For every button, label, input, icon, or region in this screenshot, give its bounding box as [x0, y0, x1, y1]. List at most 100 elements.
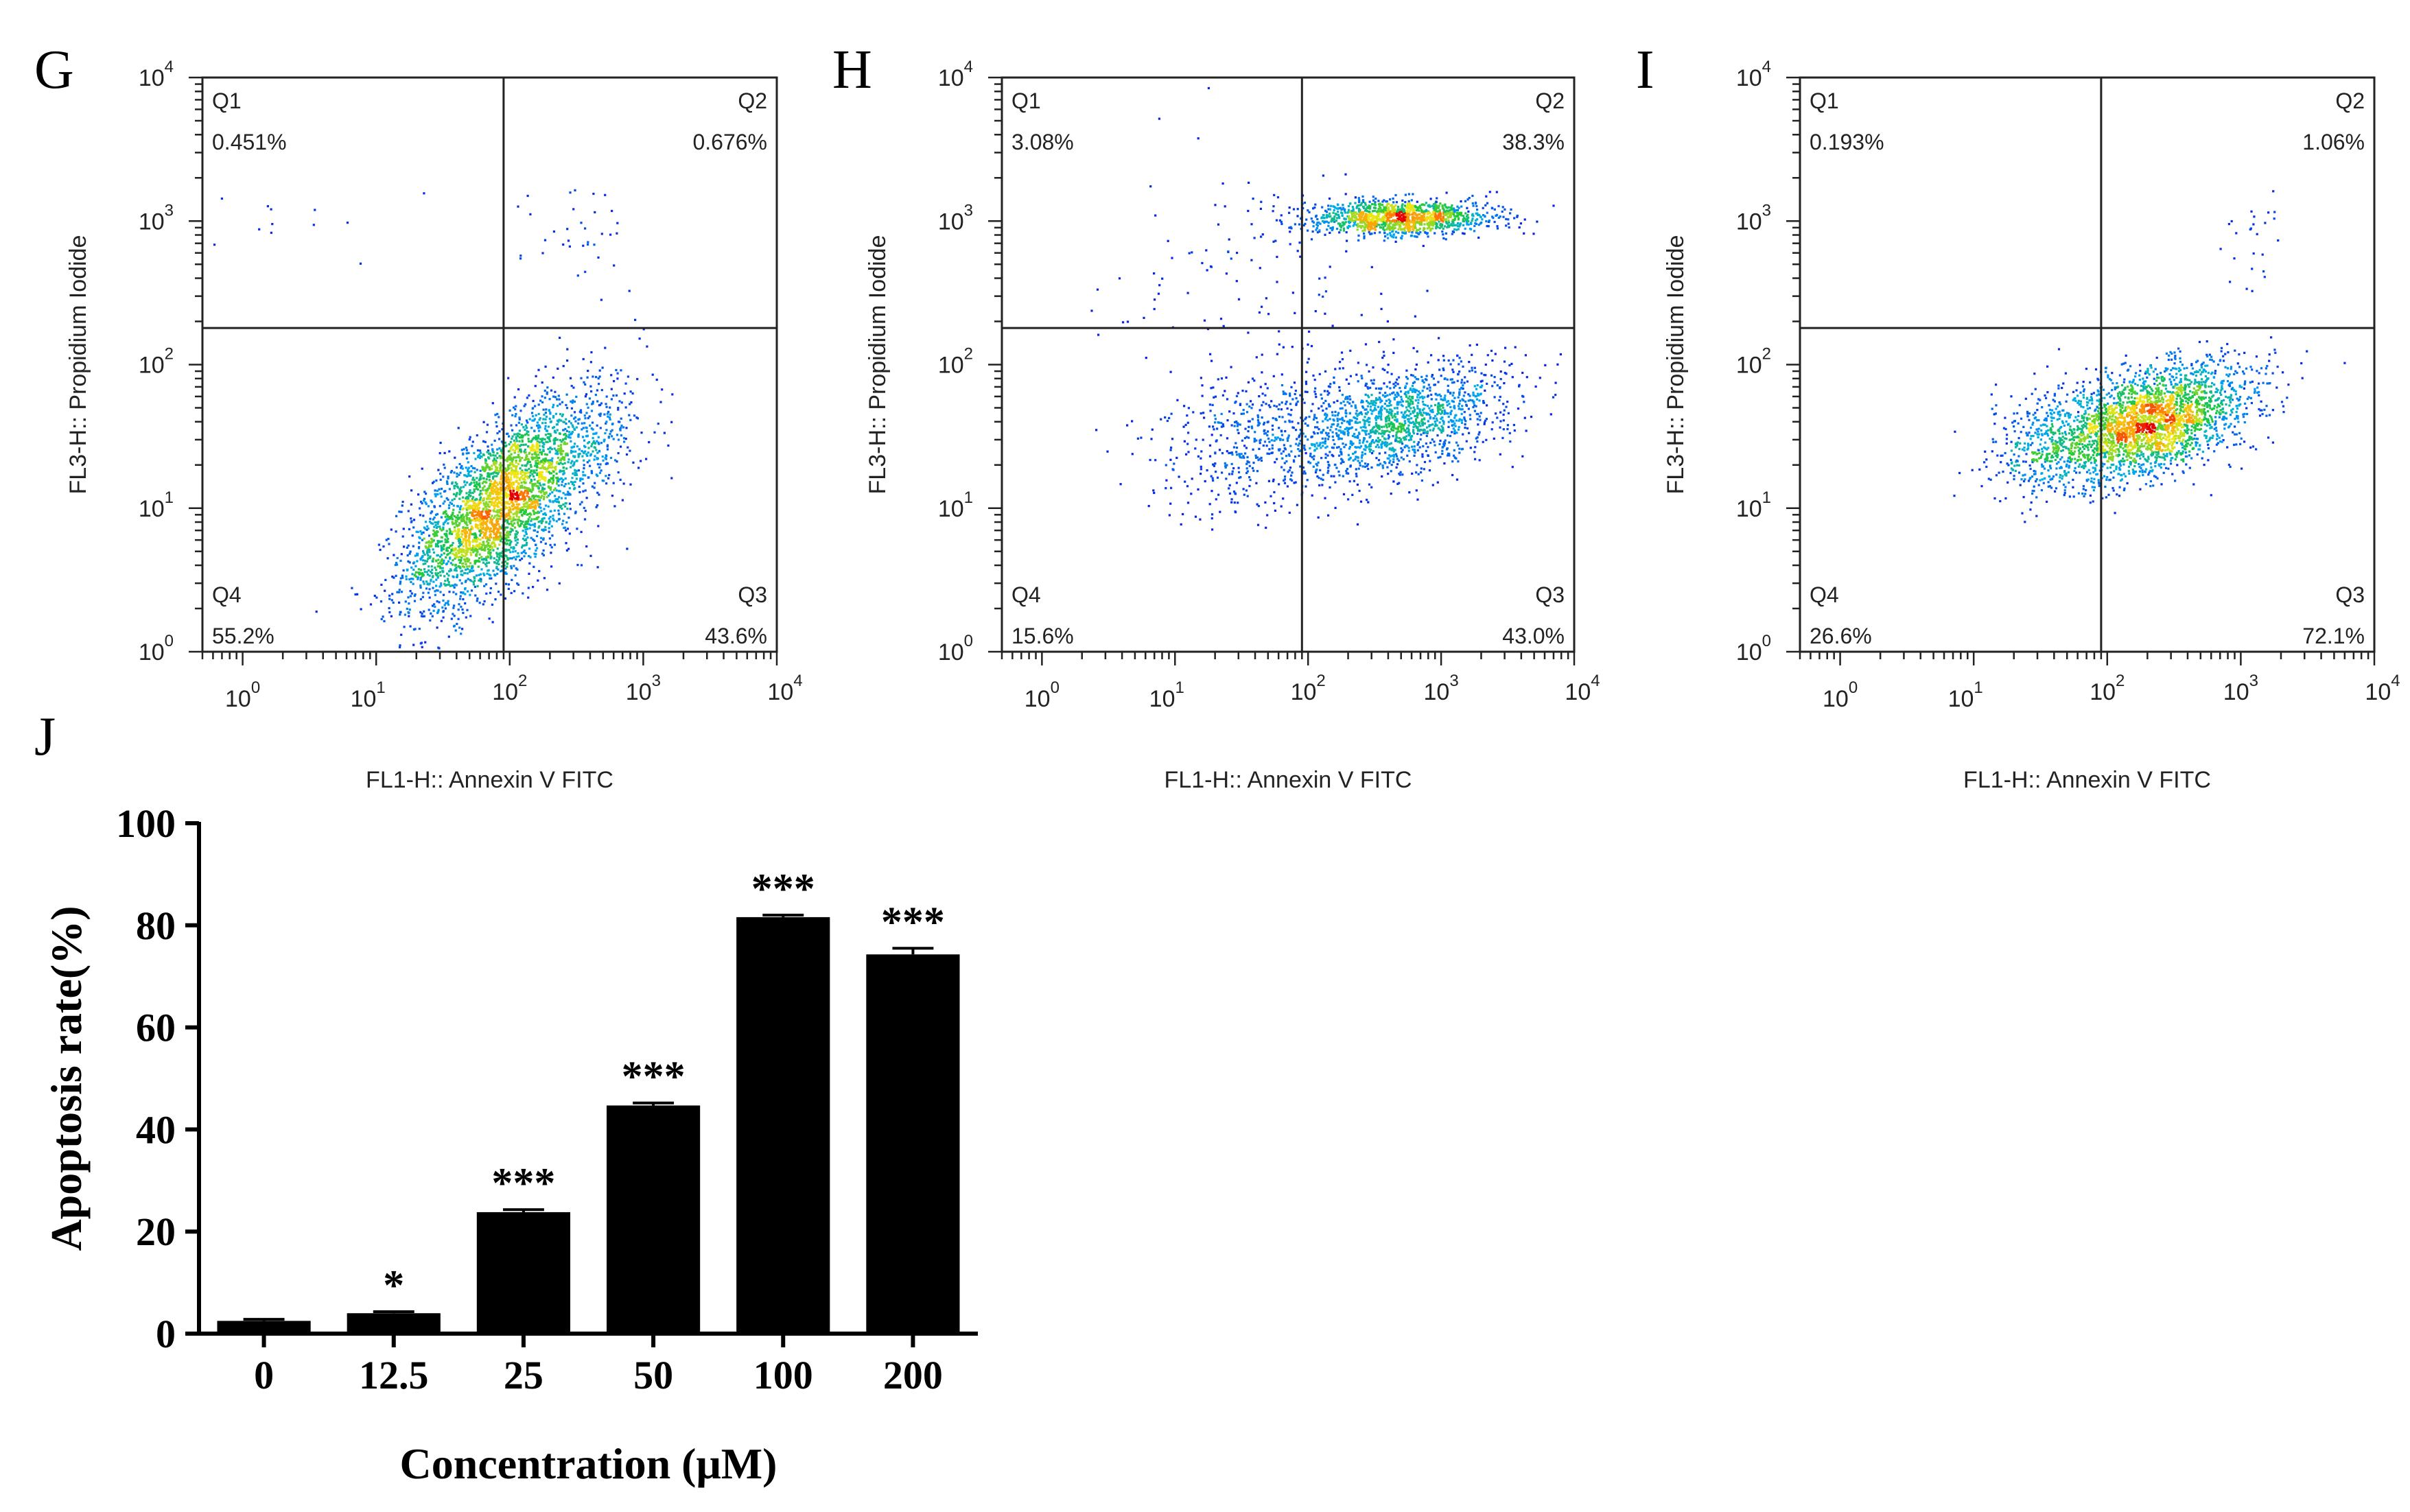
event-dot [422, 559, 425, 562]
event-dot [428, 583, 430, 586]
event-dot [599, 414, 602, 417]
event-dot [509, 482, 512, 485]
event-dot [392, 601, 395, 604]
event-dot [548, 530, 550, 533]
event-dot [534, 471, 537, 474]
event-dot [384, 589, 386, 592]
event-dot [417, 568, 420, 571]
event-dot [533, 453, 536, 456]
event-dot [399, 611, 401, 613]
event-dot [498, 416, 500, 418]
event-dot [499, 495, 502, 498]
event-dot [431, 522, 434, 525]
event-dot [469, 522, 472, 525]
event-dot [515, 543, 517, 546]
event-dot [1392, 207, 1394, 211]
event-dot [408, 475, 411, 478]
event-dot [506, 476, 509, 479]
event-dot [456, 472, 458, 475]
event-dot [538, 490, 541, 493]
event-dot [492, 569, 495, 572]
event-dot [416, 560, 419, 563]
event-dot [428, 609, 430, 611]
event-dot [478, 493, 481, 496]
event-dot [1333, 218, 1335, 221]
event-dot [425, 587, 428, 590]
event-dot [1372, 227, 1374, 230]
event-dot [496, 529, 499, 532]
event-dot [554, 499, 557, 502]
event-dot [554, 469, 557, 471]
event-dot [463, 448, 465, 451]
event-dot [1383, 239, 1385, 242]
event-dot [428, 534, 431, 537]
event-dot [1353, 213, 1356, 217]
event-dot [521, 515, 524, 517]
event-dot [460, 570, 463, 573]
event-dot [539, 466, 541, 469]
event-dot [555, 423, 558, 426]
event-dot [435, 578, 438, 581]
event-dot [461, 608, 464, 611]
event-dot [473, 549, 476, 552]
event-dot [427, 527, 430, 530]
event-dot [444, 607, 447, 610]
event-dot [511, 471, 515, 473]
event-dot [571, 424, 574, 427]
event-dot [485, 489, 488, 492]
event-dot [1396, 212, 1399, 215]
event-dot [440, 584, 443, 587]
event-dot [412, 582, 414, 585]
event-dot [526, 541, 528, 544]
event-dot [440, 563, 443, 565]
event-dot [563, 442, 566, 445]
event-dot [487, 569, 489, 572]
event-dot [528, 572, 530, 575]
event-dot [559, 469, 562, 472]
event-dot [506, 530, 509, 533]
event-dot [475, 508, 478, 510]
event-dot [441, 606, 444, 609]
event-dot [490, 542, 493, 545]
event-dot [438, 571, 442, 574]
event-dot [535, 446, 538, 449]
event-dot [416, 554, 419, 556]
event-dot [1371, 222, 1374, 225]
event-dot [489, 545, 492, 547]
event-dot [612, 438, 615, 440]
event-dot [531, 444, 534, 447]
event-dot [359, 262, 362, 265]
event-dot [535, 543, 537, 546]
event-dot [574, 420, 577, 423]
event-dot [534, 482, 537, 485]
event-dot [1418, 222, 1420, 225]
event-dot [424, 562, 427, 565]
event-dot [360, 608, 362, 611]
event-dot [491, 501, 493, 504]
event-dot [448, 546, 451, 549]
event-dot [539, 506, 542, 509]
event-dot [541, 440, 543, 443]
event-dot [483, 485, 486, 488]
event-dot [535, 506, 537, 509]
event-dot [487, 551, 490, 554]
event-dot [596, 491, 599, 494]
event-dot [470, 482, 473, 484]
event-dot [519, 524, 522, 527]
event-dot [1353, 216, 1356, 219]
event-dot [491, 504, 493, 506]
event-dot [531, 407, 534, 410]
event-dot [1451, 220, 1454, 223]
event-dot [536, 511, 539, 514]
event-dot [446, 515, 449, 517]
event-dot [474, 458, 477, 460]
event-dot [421, 539, 424, 541]
event-dot [1370, 233, 1373, 235]
event-dot [1407, 217, 1409, 220]
event-dot [462, 513, 465, 516]
event-dot [537, 403, 540, 406]
event-dot [1374, 201, 1377, 204]
event-dot [543, 517, 546, 519]
event-dot [500, 570, 502, 573]
